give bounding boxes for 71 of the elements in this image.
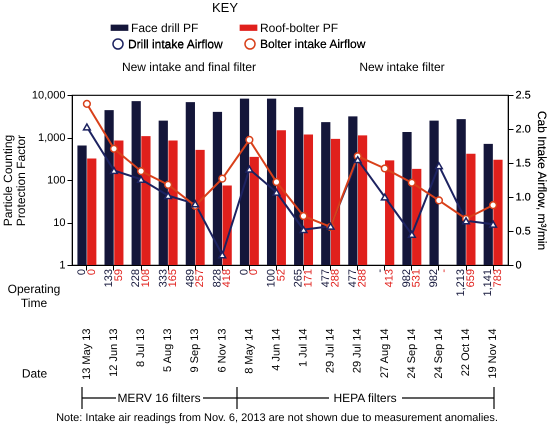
text: Note: Intake air readings from Nov. 6, 2013 are not shown due to measurement anomalies. <box>56 412 498 424</box>
y-tick-label: 1,000 <box>38 132 66 144</box>
legend-label: Bolter intake Airflow <box>260 37 366 51</box>
text: 288 <box>329 269 342 288</box>
y2-tick-label: 2.0 <box>516 124 531 136</box>
text: Operating Time <box>8 282 60 310</box>
y2-tick-label: 1.0 <box>516 192 531 204</box>
text: 828 <box>211 269 224 288</box>
text: 1,141 <box>482 269 494 297</box>
y-tick-label: 1 <box>59 260 66 272</box>
x-tick-label: 1 Jul 14 <box>298 328 310 368</box>
text: - <box>374 268 386 273</box>
legend-label: Roof-bolter PF <box>260 20 338 35</box>
y2-axis-title: Cab Intake Airflow, m³/min <box>534 110 549 250</box>
text: 0 <box>86 269 98 276</box>
x-tick-label: 12 Jun 13 <box>108 328 120 377</box>
text: 108 <box>140 269 152 288</box>
text: - <box>438 268 450 273</box>
x-tick-label: 22 Oct 14 <box>460 328 472 376</box>
text: New intake filter <box>359 60 445 74</box>
y2-tick-label: 1.5 <box>516 158 531 170</box>
text: 171 <box>302 269 314 288</box>
text: New intake and final filter <box>122 60 256 74</box>
text: 982 <box>428 269 440 288</box>
y-tick-label: 10,000 <box>32 90 66 102</box>
text: 100 <box>266 269 278 288</box>
x-tick-label: 13 May 13 <box>80 328 93 380</box>
y-axis-title: Particle Counting Protection Factor <box>0 134 28 226</box>
text: 489 <box>184 269 196 288</box>
y2-tick-label: 0 <box>516 260 522 272</box>
text: 418 <box>221 269 234 288</box>
legend-label: Face drill PF <box>131 20 198 35</box>
x-tick-label: 8 May 14 <box>243 328 256 374</box>
x-axis-title: Date <box>22 366 48 380</box>
x-tick-label: 4 Jun 14 <box>270 328 282 371</box>
text: 228 <box>130 269 142 288</box>
x-tick-label: 8 Jul 13 <box>135 328 148 368</box>
legend-label: Drill intake Airflow <box>128 37 224 51</box>
text: HEPA filters <box>333 391 397 405</box>
x-tick-label: 19 Nov 14 <box>487 328 500 379</box>
x-tick-label: 5 Aug 13 <box>162 328 174 372</box>
text: 413 <box>384 269 396 288</box>
text: 659 <box>464 269 477 288</box>
x-tick-label: 29 Jul 14 <box>352 328 364 374</box>
text: 0 <box>76 269 88 276</box>
x-tick-label: 29 Jul 14 <box>324 328 337 374</box>
x-tick-label: 24 Sep 14 <box>406 328 418 379</box>
x-tick-label: 9 Sep 13 <box>189 328 202 373</box>
text: 257 <box>194 269 206 288</box>
x-tick-label: 24 Sep 14 <box>432 328 445 379</box>
text: 783 <box>492 269 504 288</box>
text: 333 <box>157 269 170 288</box>
text: 531 <box>410 269 423 288</box>
text: 52 <box>275 269 288 282</box>
x-tick-label: 6 Nov 13 <box>216 328 228 373</box>
text: 477 <box>346 269 359 288</box>
text: 59 <box>112 269 125 282</box>
y-tick-label: 100 <box>47 174 66 186</box>
text: 1,213 <box>455 269 468 297</box>
y2-tick-label: 2.5 <box>516 90 531 102</box>
x-tick-label: 27 Aug 14 <box>378 328 391 378</box>
text: 288 <box>356 269 369 288</box>
y-tick-label: 10 <box>53 217 66 229</box>
text: 265 <box>292 269 305 288</box>
text: 477 <box>320 269 332 288</box>
legend-title: KEY <box>212 0 238 15</box>
y2-tick-label: 0.5 <box>516 226 531 238</box>
text: 133 <box>103 269 116 288</box>
text: MERV 16 filters <box>117 391 201 405</box>
text: 165 <box>166 269 179 288</box>
text: 0 <box>248 269 260 276</box>
